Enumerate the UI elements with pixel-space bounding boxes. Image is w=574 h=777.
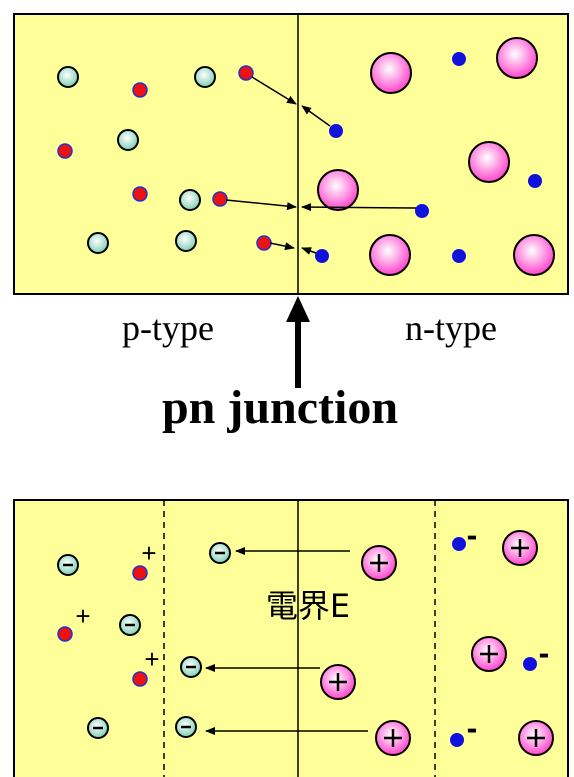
electron-diffusion-arrow	[301, 203, 417, 212]
p-type-label: p-type	[122, 308, 214, 348]
positive-donor-ion	[375, 720, 411, 756]
negative-acceptor-ion	[209, 542, 231, 564]
acceptor-ion	[117, 129, 139, 151]
minus-sign: -	[467, 710, 478, 746]
bottom-panel: + + + - - - 電界E	[13, 499, 569, 777]
negative-acceptor-ion	[87, 717, 109, 739]
positive-donor-ion	[361, 545, 397, 581]
positive-donor-ion	[320, 664, 356, 700]
hole	[132, 82, 148, 98]
hole	[238, 65, 254, 81]
acceptor-ion	[194, 66, 216, 88]
plus-sign: +	[144, 644, 159, 674]
negative-acceptor-ion	[180, 656, 202, 678]
electron	[415, 204, 429, 218]
acceptor-ion	[57, 66, 79, 88]
hole-diffusion-arrow	[225, 199, 297, 211]
electron	[315, 249, 329, 263]
donor-ion	[370, 52, 412, 94]
donor-ion	[468, 141, 510, 183]
electron	[450, 733, 464, 747]
electron	[528, 174, 542, 188]
pn-junction-title: pn junction	[162, 381, 398, 434]
donor-ion	[513, 234, 555, 276]
acceptor-ion	[175, 230, 197, 252]
minus-sign: -	[539, 635, 550, 671]
electric-field-label: 電界E	[266, 587, 350, 625]
hole	[132, 186, 148, 202]
hole-diffusion-arrow	[251, 76, 297, 105]
n-type-label: n-type	[405, 308, 497, 348]
top-panel	[13, 13, 569, 295]
electron-diffusion-arrow	[301, 105, 331, 127]
acceptor-ion	[87, 232, 109, 254]
positive-donor-ion	[502, 530, 538, 566]
hole	[57, 143, 73, 159]
electron	[452, 537, 466, 551]
plus-sign: +	[141, 538, 156, 568]
donor-ion	[317, 169, 359, 211]
donor-ion	[369, 234, 411, 276]
hole-diffusion-arrow	[269, 242, 295, 251]
hole	[132, 671, 148, 687]
hole	[212, 191, 228, 207]
acceptor-ion	[179, 189, 201, 211]
hole	[256, 235, 272, 251]
electron	[523, 657, 537, 671]
junction-pointer-arrow	[286, 296, 310, 388]
minus-sign: -	[467, 517, 478, 553]
negative-acceptor-ion	[57, 554, 79, 576]
electron	[329, 124, 343, 138]
diffusion-arrows	[225, 76, 417, 255]
field-arrows	[205, 547, 368, 735]
electron-diffusion-arrow	[301, 247, 317, 255]
electron	[452, 249, 466, 263]
hole	[57, 626, 73, 642]
donor-ion	[496, 37, 538, 79]
electron	[452, 52, 466, 66]
positive-donor-ion	[471, 636, 507, 672]
plus-sign: +	[75, 601, 90, 631]
positive-donor-ion	[518, 720, 554, 756]
negative-acceptor-ion	[119, 614, 141, 636]
hole	[132, 565, 148, 581]
negative-acceptor-ion	[175, 716, 197, 738]
